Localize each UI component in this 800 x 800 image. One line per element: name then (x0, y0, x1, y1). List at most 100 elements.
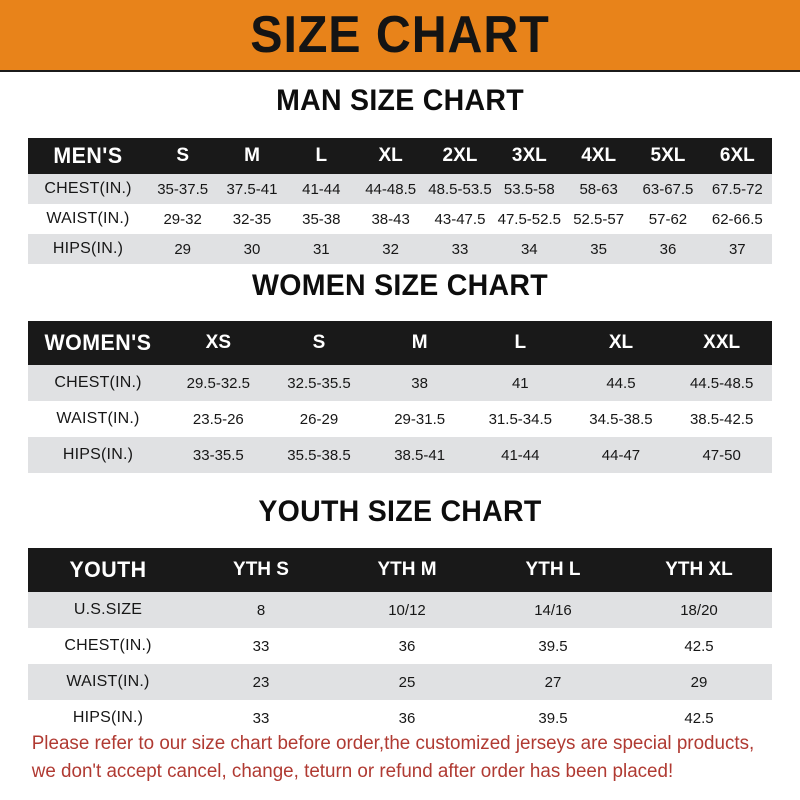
measurement-cell: 18/20 (626, 592, 772, 628)
measurement-cell: 58-63 (563, 174, 634, 204)
measurement-cell: 67.5-72 (702, 174, 772, 204)
row-label: CHEST(IN.) (28, 365, 168, 401)
measurement-cell: 41 (469, 365, 571, 401)
measurement-cell: 31.5-34.5 (469, 401, 571, 437)
table-row: CHEST(IN.) 33 36 39.5 42.5 (28, 628, 772, 664)
row-label: CHEST(IN.) (28, 628, 188, 664)
table-row-header-label: YOUTH (69, 557, 147, 582)
measurement-cell: 57-62 (633, 204, 703, 234)
measurement-cell: 41-44 (469, 437, 571, 473)
measurement-cell: 52.5-57 (563, 204, 634, 234)
measurement-cell: 43-47.5 (425, 204, 495, 234)
measurement-cell: 34.5-38.5 (570, 401, 672, 437)
measurement-cell: 23.5-26 (168, 401, 269, 437)
column-header-4xl: 4XL (581, 145, 617, 166)
note-line-1: Please refer to our size chart before or… (31, 733, 755, 754)
table-row: WAIST(IN.) 29-32 32-35 35-38 38-43 43-47.5 47.… (28, 204, 772, 234)
column-header-m: M (411, 332, 428, 353)
table-men-size-chart: MEN'S S M L XL 2XL 3XL 4XL 5XL 6XL CHEST(IN.) 35-37… (28, 138, 772, 264)
table-header-row: MEN'S S M L XL 2XL 3XL 4XL 5XL 6XL (28, 138, 772, 174)
measurement-cell: 37 (702, 234, 772, 264)
header-banner: SIZE CHART (0, 0, 800, 72)
table-header-row: YOUTH YTH S YTH M YTH L YTH XL (28, 548, 772, 592)
table-row: U.S.SIZE 8 10/12 14/16 18/20 (28, 592, 772, 628)
measurement-cell: 8 (188, 592, 334, 628)
measurement-cell: 29-32 (148, 204, 218, 234)
table-row: WAIST(IN.) 23 25 27 29 (28, 664, 772, 700)
measurement-cell: 35-38 (286, 204, 356, 234)
measurement-cell: 42.5 (626, 700, 772, 736)
measurement-cell: 10/12 (334, 592, 480, 628)
section-title-women: WOMEN SIZE CHART (252, 269, 548, 302)
table-women-size-chart: WOMEN'S XS S M L XL XXL CHEST(IN.) 29.5-32.5 32.5… (28, 321, 772, 473)
measurement-cell: 53.5-58 (494, 174, 564, 204)
order-policy-note: Please refer to our size chart before or… (32, 730, 776, 785)
measurement-cell: 30 (217, 234, 287, 264)
measurement-cell: 63-67.5 (633, 174, 703, 204)
measurement-cell: 44.5 (570, 365, 672, 401)
measurement-cell: 33 (188, 628, 334, 664)
table-row: HIPS(IN.) 33-35.5 35.5-38.5 38.5-41 41-44 44-… (28, 437, 772, 473)
column-header-yth-l: YTH L (525, 559, 581, 580)
row-label: HIPS(IN.) (28, 437, 168, 473)
measurement-cell: 29 (626, 664, 772, 700)
measurement-cell: 62-66.5 (702, 204, 772, 234)
measurement-cell: 23 (188, 664, 334, 700)
column-header-xs: XS (205, 332, 231, 353)
measurement-cell: 34 (494, 234, 564, 264)
table-row: HIPS(IN.) 29 30 31 32 33 34 35 36 37 (28, 234, 772, 264)
table-row-header-label: WOMEN'S (44, 330, 152, 355)
column-header-l: L (514, 332, 527, 353)
measurement-cell: 36 (633, 234, 703, 264)
table-row: WAIST(IN.) 23.5-26 26-29 29-31.5 31.5-34.5 34… (28, 401, 772, 437)
measurement-cell: 31 (286, 234, 356, 264)
row-label: CHEST(IN.) (28, 174, 148, 204)
measurement-cell: 38-43 (355, 204, 426, 234)
measurement-cell: 27 (480, 664, 626, 700)
measurement-cell: 38.5-42.5 (671, 401, 772, 437)
measurement-cell: 38.5-41 (369, 437, 470, 473)
row-label: WAIST(IN.) (28, 664, 188, 700)
section-title-youth: YOUTH SIZE CHART (258, 495, 542, 528)
measurement-cell: 35.5-38.5 (268, 437, 370, 473)
column-header-m: M (244, 145, 260, 166)
measurement-cell: 25 (334, 664, 480, 700)
column-header-3xl: 3XL (511, 145, 547, 166)
table-row: HIPS(IN.) 33 36 39.5 42.5 (28, 700, 772, 736)
measurement-cell: 29-31.5 (369, 401, 470, 437)
column-header-s: S (176, 145, 189, 166)
measurement-cell: 47.5-52.5 (494, 204, 564, 234)
measurement-cell: 26-29 (268, 401, 370, 437)
measurement-cell: 33-35.5 (168, 437, 269, 473)
measurement-cell: 37.5-41 (217, 174, 287, 204)
table-youth-size-chart: YOUTH YTH S YTH M YTH L YTH XL U.S.SIZE 8 10/12… (28, 548, 772, 736)
measurement-cell: 36 (334, 700, 480, 736)
measurement-cell: 29.5-32.5 (168, 365, 269, 401)
section-title-man: MAN SIZE CHART (276, 84, 524, 117)
measurement-cell: 29 (148, 234, 218, 264)
measurement-cell: 33 (425, 234, 495, 264)
measurement-cell: 14/16 (480, 592, 626, 628)
column-header-6xl: 6XL (719, 145, 755, 166)
column-header-xl: XL (378, 145, 403, 166)
measurement-cell: 36 (334, 628, 480, 664)
measurement-cell: 35 (563, 234, 634, 264)
column-header-yth-xl: YTH XL (665, 559, 733, 580)
measurement-cell: 32-35 (217, 204, 287, 234)
column-header-yth-s: YTH S (233, 559, 289, 580)
measurement-cell: 44-47 (570, 437, 672, 473)
table-row-header-label: MEN'S (53, 143, 123, 168)
note-line-2: we don't accept cancel, change, teturn o… (31, 760, 674, 782)
column-header-xxl: XXL (703, 332, 741, 353)
table-row: CHEST(IN.) 35-37.5 37.5-41 41-44 44-48.5 48.5… (28, 174, 772, 204)
measurement-cell: 42.5 (626, 628, 772, 664)
measurement-cell: 48.5-53.5 (425, 174, 495, 204)
measurement-cell: 47-50 (671, 437, 772, 473)
column-header-yth-m: YTH M (377, 559, 437, 580)
row-label: U.S.SIZE (28, 592, 188, 628)
measurement-cell: 35-37.5 (148, 174, 218, 204)
table-header-row: WOMEN'S XS S M L XL XXL (28, 321, 772, 365)
measurement-cell: 32 (355, 234, 426, 264)
measurement-cell: 32.5-35.5 (268, 365, 370, 401)
